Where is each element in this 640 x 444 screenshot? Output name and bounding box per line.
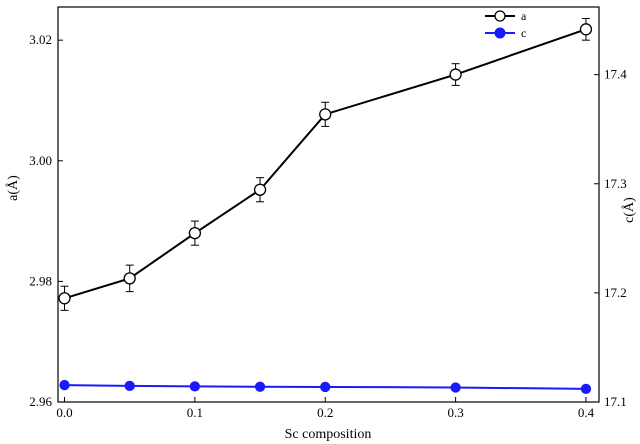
y-tick-label-right: 17.2 [604, 285, 627, 300]
legend: a c [485, 9, 527, 40]
y-tick-label-right: 17.3 [604, 176, 627, 191]
data-point-c [189, 381, 201, 392]
x-tick-label: 0.3 [447, 405, 463, 420]
legend-label-a: a [521, 9, 527, 23]
data-point-a [188, 226, 202, 240]
y-axis-title-right: c(Å) [621, 197, 637, 223]
y-tick-label-left: 3.00 [29, 153, 52, 168]
data-point-c [59, 379, 70, 391]
series-line-a [64, 28, 587, 300]
y-tick-label-right: 17.1 [604, 394, 627, 409]
x-tick-label: 0.4 [578, 405, 595, 420]
series-layer [58, 17, 593, 395]
y-tick-label-left: 2.96 [29, 394, 52, 409]
ticks-layer: 0.0 0.1 0.2 0.3 0.4 2.96 2.98 3.00 3.02 17.1 17.2 1… [29, 32, 627, 420]
data-point-c [254, 381, 266, 392]
data-point-a [319, 108, 332, 121]
x-tick-label: 0.2 [317, 405, 333, 420]
x-tick-label: 0.0 [56, 405, 72, 420]
data-point-a [579, 23, 593, 36]
data-point-c [580, 383, 592, 395]
data-point-a [123, 272, 136, 285]
data-point-a [253, 183, 267, 196]
legend-marker-c [494, 27, 506, 39]
data-point-a [449, 68, 462, 81]
data-point-a [58, 292, 71, 305]
legend-marker-a [494, 10, 506, 22]
y-tick-label-left: 2.98 [29, 273, 52, 288]
data-point-c [124, 380, 135, 392]
data-point-c [450, 382, 461, 393]
legend-label-c: c [521, 26, 526, 40]
x-tick-label: 0.1 [187, 405, 203, 420]
data-point-c [320, 381, 331, 393]
plot-frame [57, 6, 600, 403]
y-tick-label-left: 3.02 [29, 32, 52, 47]
x-axis-title: Sc composition [285, 427, 372, 442]
y-axis-title-left: a(Å) [5, 175, 21, 201]
y-tick-label-right: 17.4 [604, 67, 627, 82]
